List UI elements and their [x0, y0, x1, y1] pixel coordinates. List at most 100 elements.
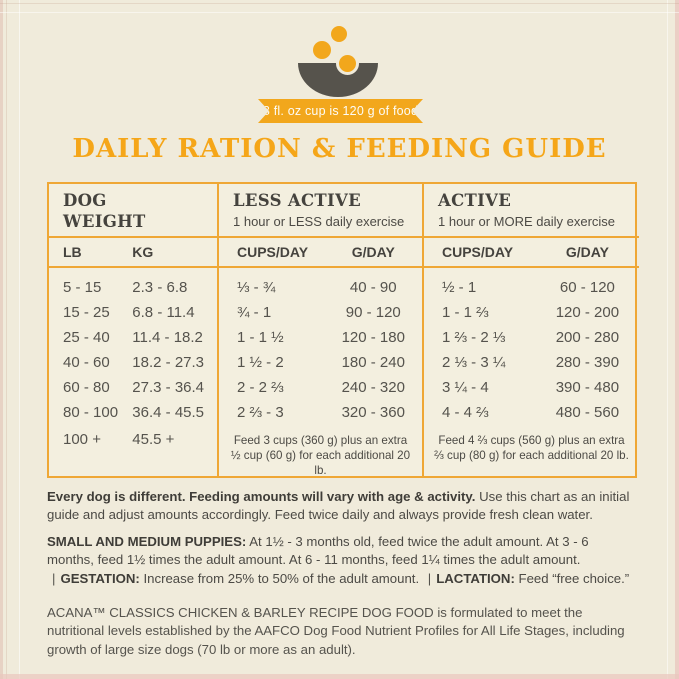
- lb-value: 100 +: [63, 431, 101, 448]
- cups-value: 4 - 4 ⅔: [442, 404, 489, 421]
- puppies-label: SMALL AND MEDIUM PUPPIES:: [47, 534, 247, 549]
- table-row: 15 - 25 6.8 - 11.4: [49, 300, 217, 325]
- cups-value: 2 - 2 ⅔: [237, 379, 284, 396]
- column-dog-weight: DOG WEIGHT LB KG 5 - 15 2.3 - 6.8 15 - 25…: [49, 184, 217, 478]
- col-header-gday: G/DAY: [565, 244, 609, 260]
- grams-value: 60 - 120: [559, 279, 615, 296]
- less-active-note: Feed 3 cups (360 g) plus an extra ½ cup …: [230, 434, 411, 478]
- grams-value: 480 - 560: [555, 404, 620, 421]
- col-header-lb: LB: [63, 244, 82, 260]
- lb-value: 40 - 60: [63, 354, 110, 371]
- table-row: 100 + 45.5 +: [49, 427, 217, 452]
- cups-value: 1 ½ - 2: [237, 354, 284, 371]
- gestation-text: Increase from 25% to 50% of the adult am…: [139, 570, 423, 586]
- active-body: ½ - 1 60 - 120 1 - 1 ⅔ 120 - 200 1 ⅔ - 2 ⅓…: [424, 268, 639, 478]
- table-row: 2 ⅔ - 3 320 - 360: [219, 400, 422, 425]
- weight-subheader: LB KG: [49, 238, 217, 268]
- col-header-cups: CUPS/DAY: [237, 244, 309, 260]
- lactation-label: LACTATION:: [436, 570, 515, 586]
- kg-value: 36.4 - 45.5: [132, 404, 205, 421]
- table-row: 1 - 1 ⅔ 120 - 200: [424, 300, 639, 325]
- page-title: DAILY RATION & FEEDING GUIDE: [72, 134, 607, 164]
- dog-weight-title: DOG WEIGHT: [63, 191, 146, 231]
- table-row: 1 - 1 ½ 120 - 180: [219, 325, 422, 350]
- grams-value: 40 - 90: [349, 279, 397, 296]
- table-row: 60 - 80 27.3 - 36.4: [49, 375, 217, 400]
- separator: |: [52, 570, 56, 586]
- package-edge-line: [675, 0, 679, 679]
- lb-value: 15 - 25: [63, 304, 110, 321]
- col-header-kg: KG: [132, 244, 154, 260]
- grams-value: 320 - 360: [341, 404, 405, 421]
- separator: |: [427, 570, 432, 586]
- cups-value: ½ - 1: [442, 279, 477, 296]
- cups-value: ⅓ - ¾: [237, 279, 276, 296]
- grams-value: 240 - 320: [341, 379, 405, 396]
- kg-value: 6.8 - 11.4: [132, 304, 195, 321]
- active-subtitle: 1 hour or MORE daily exercise: [438, 213, 616, 229]
- cups-value: 2 ⅔ - 3: [237, 404, 284, 421]
- cups-value: ¾ - 1: [237, 304, 272, 321]
- table-row: 3 ¼ - 4 390 - 480: [424, 375, 639, 400]
- less-active-title: LESS ACTIVE: [233, 191, 362, 210]
- lb-value: 80 - 100: [63, 404, 119, 421]
- col-header-gday: G/DAY: [351, 244, 395, 260]
- less-active-body: ⅓ - ¾ 40 - 90 ¾ - 1 90 - 120 1 - 1 ½ 120 - …: [219, 268, 422, 478]
- cups-value: 1 - 1 ⅔: [442, 304, 489, 321]
- grams-value: 120 - 180: [341, 329, 405, 346]
- cup-measure-text: 8 fl. oz cup is 120 g of food: [262, 104, 419, 118]
- kg-value: 11.4 - 18.2: [132, 329, 203, 346]
- table-row: ⅓ - ¾ 40 - 90: [219, 275, 422, 300]
- cups-value: 3 ¼ - 4: [442, 379, 489, 396]
- col-header-cups: CUPS/DAY: [442, 244, 514, 260]
- cups-value: 2 ⅓ - 3 ¼: [442, 354, 506, 371]
- grams-value: 90 - 120: [345, 304, 401, 321]
- dog-weight-header: DOG WEIGHT: [49, 184, 217, 238]
- lb-value: 25 - 40: [63, 329, 110, 346]
- kibble-dot-icon: [331, 26, 347, 42]
- table-row: 5 - 15 2.3 - 6.8: [49, 275, 217, 300]
- gestation-label: GESTATION:: [60, 570, 140, 586]
- table-row: ¾ - 1 90 - 120: [219, 300, 422, 325]
- table-row: ½ - 1 60 - 120: [424, 275, 639, 300]
- weight-body: 5 - 15 2.3 - 6.8 15 - 25 6.8 - 11.4 25 - 4…: [49, 268, 217, 478]
- kg-value: 45.5 +: [132, 431, 175, 448]
- footer-p1-bold: Every dog is different. Feeding amounts …: [47, 489, 476, 504]
- table-row: 1 ½ - 2 180 - 240: [219, 350, 422, 375]
- kibble-dot-icon: [336, 52, 359, 75]
- lb-value: 5 - 15: [63, 279, 102, 296]
- footer-paragraph-lifestages: SMALL AND MEDIUM PUPPIES: At 1½ - 3 mont…: [47, 533, 636, 588]
- table-row: 25 - 40 11.4 - 18.2: [49, 325, 217, 350]
- lactation-text: Feed “free choice.”: [514, 570, 630, 586]
- package-edge-line: [19, 0, 20, 679]
- package-edge-line: [0, 674, 679, 679]
- grams-value: 200 - 280: [555, 329, 620, 346]
- table-row: 40 - 60 18.2 - 27.3: [49, 350, 217, 375]
- footer-p1-rest: Use this chart as an initial guide and a…: [47, 489, 630, 523]
- cup-measure-ribbon: 8 fl. oz cup is 120 g of food: [258, 99, 423, 123]
- package-edge-line: [0, 0, 3, 679]
- kibble-dot-icon: [313, 41, 331, 59]
- less-active-subheader: CUPS/DAY G/DAY: [219, 238, 422, 268]
- table-row: 2 - 2 ⅔ 240 - 320: [219, 375, 422, 400]
- kg-value: 18.2 - 27.3: [132, 354, 205, 371]
- column-less-active: LESS ACTIVE 1 hour or LESS daily exercis…: [217, 184, 422, 479]
- grams-value: 120 - 200: [555, 304, 620, 321]
- package-edge-line: [667, 0, 668, 679]
- lb-value: 60 - 80: [63, 379, 110, 396]
- column-active: ACTIVE 1 hour or MORE daily exercise CUP…: [422, 184, 639, 479]
- cups-value: 1 - 1 ½: [237, 329, 284, 346]
- table-row: 4 - 4 ⅔ 480 - 560: [424, 400, 639, 425]
- footer-paragraph-aafco: ACANA™ CLASSICS CHICKEN & BARLEY RECIPE …: [47, 605, 625, 657]
- active-note: Feed 4 ⅔ cups (560 g) plus an extra ⅔ cu…: [434, 434, 629, 463]
- package-edge-line: [6, 0, 7, 679]
- grams-value: 390 - 480: [555, 379, 620, 396]
- active-title: ACTIVE: [438, 191, 512, 210]
- package-edge-line: [0, 3, 679, 4]
- footer-paragraph-general: Every dog is different. Feeding amounts …: [47, 488, 636, 525]
- table-row: 1 ⅔ - 2 ⅓ 200 - 280: [424, 325, 639, 350]
- table-row: 80 - 100 36.4 - 45.5: [49, 400, 217, 425]
- package-edge-line: [0, 12, 679, 13]
- less-active-subtitle: 1 hour or LESS daily exercise: [233, 213, 405, 229]
- kg-value: 27.3 - 36.4: [132, 379, 205, 396]
